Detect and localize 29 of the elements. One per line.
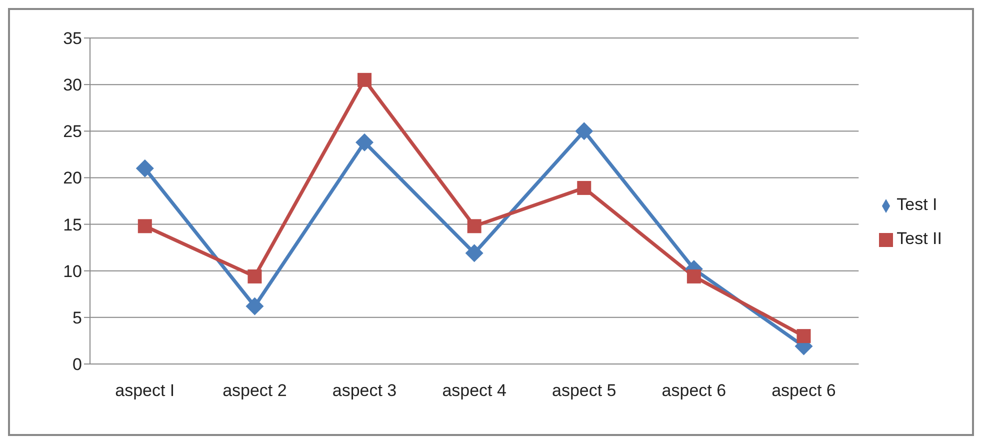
x-tick-label: aspect I <box>115 381 175 400</box>
y-tick-label: 15 <box>63 215 82 234</box>
x-tick-label: aspect 5 <box>552 381 616 400</box>
y-tick-label: 20 <box>63 168 82 188</box>
point <box>686 269 701 284</box>
point <box>246 297 264 316</box>
point <box>248 269 262 284</box>
y-tick-label: 30 <box>63 76 82 95</box>
point <box>358 72 372 87</box>
point <box>575 122 594 140</box>
point <box>138 219 152 234</box>
x-tick-label: aspect 6 <box>772 381 836 400</box>
point <box>577 180 592 195</box>
point <box>356 133 374 152</box>
point <box>467 219 482 234</box>
point <box>796 329 811 344</box>
point <box>136 159 154 178</box>
y-tick-label: 10 <box>63 262 82 281</box>
y-tick-label: 5 <box>72 308 82 328</box>
legend-label: Test I <box>896 195 938 214</box>
x-tick-label: aspect 4 <box>442 381 506 400</box>
y-tick-label: 25 <box>63 122 82 142</box>
x-tick-label: aspect 2 <box>222 381 287 400</box>
y-tick-label: 35 <box>63 29 82 48</box>
x-tick-label: aspect 3 <box>332 381 397 400</box>
point <box>465 244 484 262</box>
legend-label: Test II <box>896 229 942 248</box>
x-tick-label: aspect 6 <box>662 381 726 400</box>
y-tick-label: 0 <box>72 355 82 374</box>
